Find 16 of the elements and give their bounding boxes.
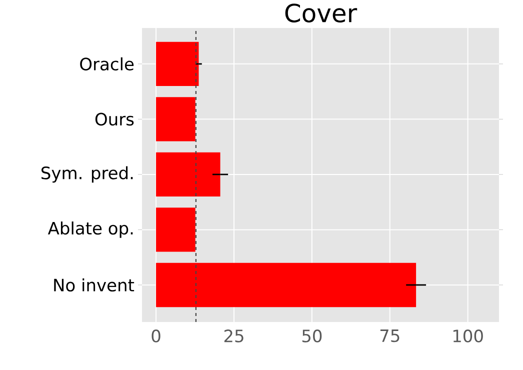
y-tick-label: Ablate op. <box>48 221 133 238</box>
y-tick-label: Sym. pred. <box>42 166 133 183</box>
bar <box>156 42 199 86</box>
x-tick-label: 50 <box>302 330 322 342</box>
bar <box>156 208 196 252</box>
x-tick-label: 0 <box>152 330 160 342</box>
x-tick-label: 100 <box>453 330 483 342</box>
y-tick-label: Ours <box>95 112 134 126</box>
y-tick-label: No invent <box>54 278 134 292</box>
x-tick-label: 75 <box>380 330 400 342</box>
bar <box>156 97 196 142</box>
bar <box>156 262 416 308</box>
y-tick-label: Oracle <box>80 57 134 70</box>
chart-title: Cover <box>285 4 358 22</box>
x-tick-label: 25 <box>224 330 244 342</box>
bar <box>156 152 220 197</box>
